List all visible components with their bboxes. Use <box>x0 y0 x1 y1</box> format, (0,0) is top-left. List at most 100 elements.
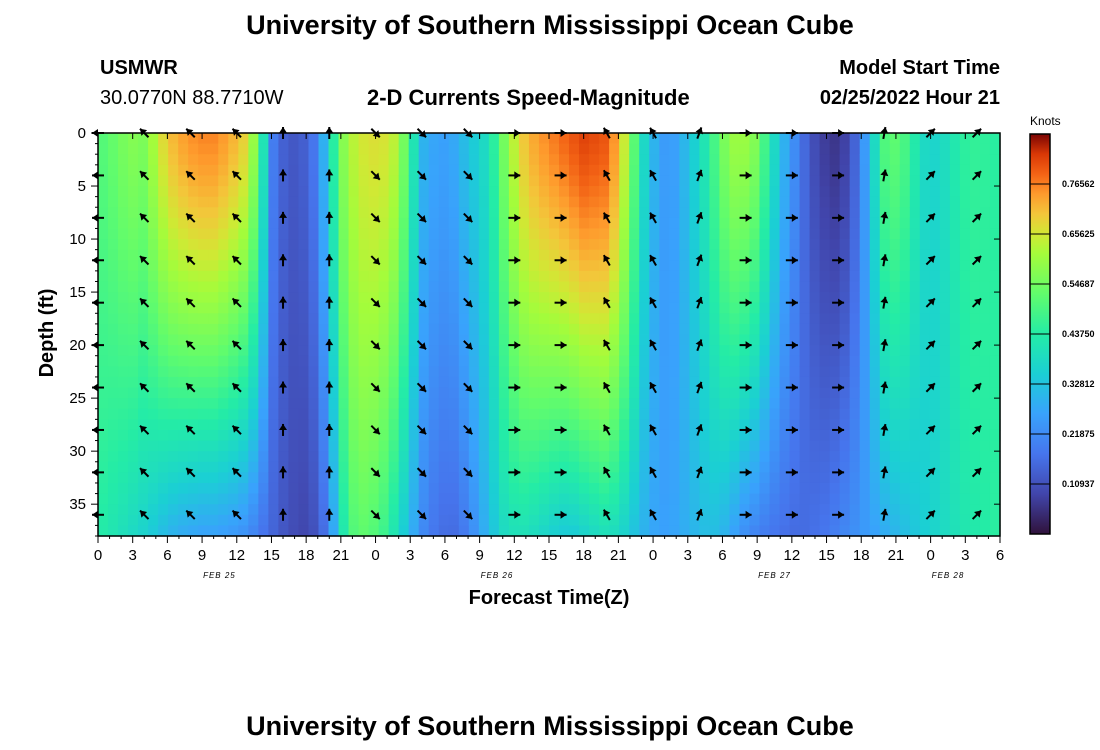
heatmap-cell <box>989 387 1001 399</box>
heatmap-cell <box>929 514 941 526</box>
heatmap-cell <box>388 175 400 187</box>
heatmap-cell <box>979 270 991 283</box>
heatmap-cell <box>228 355 239 367</box>
heatmap-cell <box>258 334 269 346</box>
heatmap-cell <box>258 207 269 219</box>
heatmap-cell <box>368 440 380 452</box>
heatmap-cell <box>418 398 430 410</box>
heatmap-cell <box>118 334 129 346</box>
heatmap-cell <box>188 355 199 367</box>
heatmap-cell <box>168 451 179 463</box>
heatmap-cell <box>228 207 239 219</box>
current-arrow <box>971 255 982 266</box>
heatmap-cell <box>979 334 991 346</box>
heatmap-cell <box>378 419 390 431</box>
heatmap-cell <box>759 355 771 367</box>
heatmap-cell <box>168 133 179 145</box>
heatmap-cell <box>408 164 420 177</box>
heatmap-cell <box>478 260 490 272</box>
heatmap-cell <box>368 429 380 442</box>
heatmap-cell <box>939 398 951 410</box>
heatmap-cell <box>248 334 259 346</box>
current-arrow <box>832 341 845 350</box>
heatmap-cell <box>719 440 730 452</box>
heatmap-cell <box>298 249 310 261</box>
heatmap-cell <box>899 228 911 240</box>
heatmap-cell <box>238 207 249 219</box>
heatmap-cell <box>839 270 851 283</box>
heatmap-cell <box>619 504 630 516</box>
heatmap-cell <box>809 334 821 346</box>
heatmap-cell <box>569 154 580 166</box>
heatmap-cell <box>348 482 360 495</box>
heatmap-cell <box>168 239 179 251</box>
heatmap-cell <box>538 260 550 272</box>
heatmap-cell <box>879 451 891 463</box>
heatmap-cell <box>659 228 670 240</box>
heatmap-cell <box>128 514 139 526</box>
current-arrow <box>832 510 845 519</box>
current-arrow <box>463 212 474 223</box>
heatmap-cell <box>528 239 540 251</box>
heatmap-cell <box>609 334 620 346</box>
heatmap-cell <box>979 440 991 452</box>
heatmap-cell <box>879 440 891 452</box>
heatmap-cell <box>408 525 420 537</box>
heatmap-cell <box>458 504 470 516</box>
heatmap-cell <box>559 472 570 484</box>
heatmap-cell <box>839 461 851 473</box>
heatmap-cell <box>619 323 630 336</box>
heatmap-cell <box>348 366 360 378</box>
heatmap-cell <box>498 504 510 516</box>
heatmap-cell <box>408 228 420 240</box>
heatmap-cell <box>158 429 169 442</box>
heatmap-cell <box>98 334 109 346</box>
heatmap-cell <box>248 196 259 208</box>
heatmap-cell <box>959 461 971 473</box>
heatmap-cell <box>569 504 580 516</box>
model-start-label: Model Start Time <box>839 57 1000 79</box>
heatmap-cell <box>579 461 590 473</box>
current-arrow <box>832 213 845 222</box>
colorbar-units: Knots <box>1030 114 1061 128</box>
heatmap-cell <box>528 514 540 526</box>
heatmap-cell <box>158 313 169 325</box>
heatmap-cell <box>799 270 811 283</box>
heatmap-cell <box>959 408 971 420</box>
heatmap-cell <box>849 313 861 325</box>
heatmap-cell <box>709 514 720 526</box>
heatmap-cell <box>849 292 861 304</box>
current-arrow <box>739 298 752 307</box>
heatmap-cell <box>579 260 590 272</box>
heatmap-cell <box>208 419 219 431</box>
heatmap-cell <box>178 323 189 336</box>
heatmap-cell <box>669 133 680 145</box>
heatmap-cell <box>969 472 981 484</box>
heatmap-cell <box>799 461 811 473</box>
heatmap-cell <box>699 429 710 442</box>
heatmap-cell <box>699 514 710 526</box>
heatmap-cell <box>709 355 720 367</box>
current-arrow <box>739 213 752 222</box>
date-labels: FEB 25 FEB 26 FEB 27 FEB 28 <box>203 571 963 580</box>
heatmap-cell <box>969 345 981 357</box>
heatmap-cell <box>478 154 490 166</box>
heatmap-cell <box>398 345 410 357</box>
heatmap-cell <box>468 493 480 505</box>
heatmap-cell <box>458 440 470 452</box>
current-arrow <box>785 425 798 434</box>
heatmap-cell <box>328 164 340 177</box>
heatmap-cell <box>939 482 951 495</box>
heatmap-cell <box>599 175 610 187</box>
heatmap-cell <box>408 482 420 495</box>
heatmap-cell <box>789 143 801 155</box>
heatmap-cell <box>98 302 109 314</box>
heatmap-cell <box>398 133 410 145</box>
heatmap-cell <box>228 133 239 145</box>
heatmap-cell <box>779 366 791 378</box>
heatmap-cell <box>368 376 380 389</box>
heatmap-cell <box>98 175 109 187</box>
heatmap-cell <box>278 154 290 166</box>
heatmap-cell <box>719 270 730 283</box>
heatmap-cell <box>278 451 290 463</box>
